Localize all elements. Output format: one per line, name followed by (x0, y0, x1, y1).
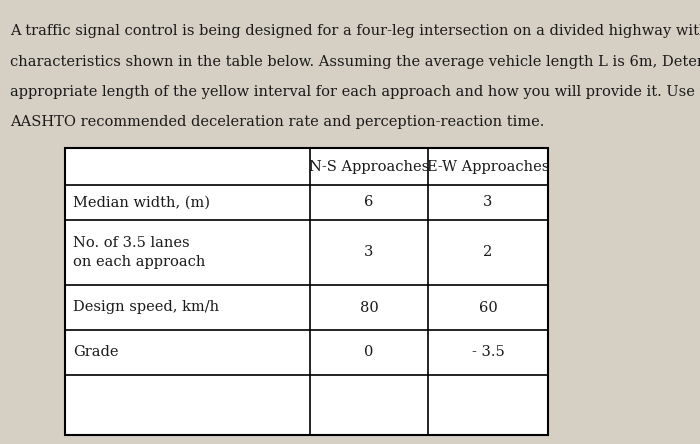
Text: 60: 60 (479, 301, 498, 314)
Text: 3: 3 (483, 195, 493, 210)
Text: characteristics shown in the table below. Assuming the average vehicle length L : characteristics shown in the table below… (10, 55, 700, 69)
Text: 80: 80 (360, 301, 379, 314)
Text: appropriate length of the yellow interval for each approach and how you will pro: appropriate length of the yellow interva… (10, 85, 700, 99)
Text: Design speed, km/h: Design speed, km/h (74, 301, 220, 314)
Text: - 3.5: - 3.5 (472, 345, 505, 360)
Text: 0: 0 (364, 345, 374, 360)
Text: A traffic signal control is being designed for a four-leg intersection on a divi: A traffic signal control is being design… (10, 24, 700, 39)
Text: E-W Approaches: E-W Approaches (427, 159, 550, 174)
Text: 6: 6 (364, 195, 374, 210)
Text: N-S Approaches: N-S Approaches (309, 159, 429, 174)
Text: AASHTO recommended deceleration rate and perception-reaction time.: AASHTO recommended deceleration rate and… (10, 115, 544, 129)
Text: Median width, (m): Median width, (m) (74, 195, 211, 210)
Text: 3: 3 (364, 246, 374, 259)
Text: No. of 3.5 lanes
on each approach: No. of 3.5 lanes on each approach (74, 236, 206, 269)
Text: Grade: Grade (74, 345, 119, 360)
Text: 2: 2 (484, 246, 493, 259)
